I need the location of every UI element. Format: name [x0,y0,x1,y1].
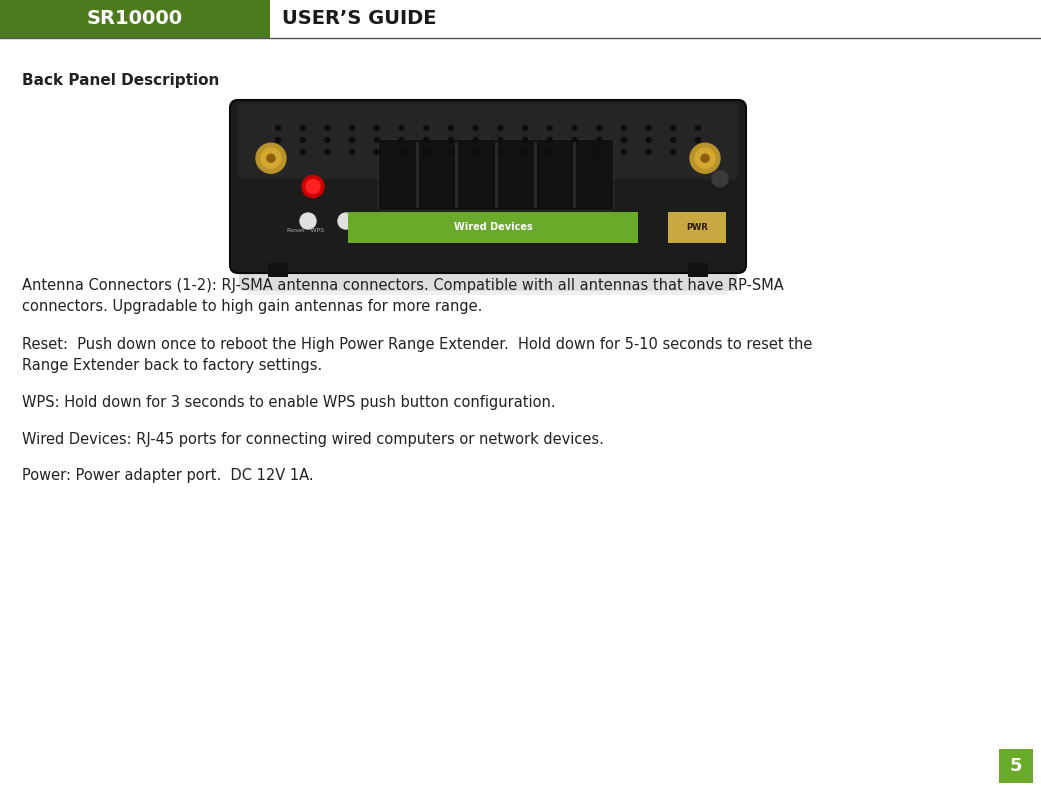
Text: WPS: Hold down for 3 seconds to enable WPS push button configuration.: WPS: Hold down for 3 seconds to enable W… [22,395,556,410]
Text: Back Panel Description: Back Panel Description [22,74,220,89]
Circle shape [399,126,404,131]
Circle shape [695,126,701,131]
Text: Wired Devices: Wired Devices [454,222,532,233]
Circle shape [695,149,701,154]
Text: 5: 5 [1010,757,1022,775]
Circle shape [256,143,286,173]
Text: Reset:  Push down once to reboot the High Power Range Extender.  Hold down for 5: Reset: Push down once to reboot the High… [22,337,812,373]
Circle shape [261,148,281,168]
Circle shape [572,149,577,154]
Circle shape [375,138,379,142]
Circle shape [375,149,379,154]
Bar [378,139,613,210]
Circle shape [646,149,651,154]
Bar [999,749,1033,783]
Circle shape [572,138,577,142]
Text: Reset   WPS: Reset WPS [287,228,325,233]
Circle shape [690,143,720,173]
Circle shape [498,149,503,154]
Circle shape [399,138,404,142]
Circle shape [276,149,280,154]
FancyBboxPatch shape [238,103,738,179]
Circle shape [300,149,305,154]
Circle shape [548,149,553,154]
Circle shape [596,126,602,131]
Circle shape [523,138,528,142]
Circle shape [276,138,280,142]
Circle shape [302,176,324,198]
Circle shape [424,149,429,154]
Bar [668,212,726,243]
Bar [0,0,270,38]
Circle shape [474,149,478,154]
FancyBboxPatch shape [230,100,746,273]
Text: PWR: PWR [686,223,708,232]
Circle shape [266,154,275,162]
Bar [348,212,638,243]
Bar [268,263,288,277]
Circle shape [325,126,330,131]
Circle shape [695,148,715,168]
Circle shape [300,138,305,142]
Circle shape [350,126,355,131]
Circle shape [399,149,404,154]
Circle shape [498,126,503,131]
FancyBboxPatch shape [239,255,737,291]
Text: Power: Power adapter port.  DC 12V 1A.: Power: Power adapter port. DC 12V 1A. [22,468,313,483]
Text: USER’S GUIDE: USER’S GUIDE [282,9,436,28]
Circle shape [712,171,728,187]
Text: Wired Devices: RJ-45 ports for connecting wired computers or network devices.: Wired Devices: RJ-45 ports for connectin… [22,432,604,447]
Text: Antenna Connectors (1-2): RJ-SMA antenna connectors. Compatible with all antenna: Antenna Connectors (1-2): RJ-SMA antenna… [22,278,784,314]
Circle shape [695,138,701,142]
Circle shape [338,213,354,229]
Circle shape [449,138,454,142]
Text: SR10000: SR10000 [87,9,183,28]
Circle shape [350,149,355,154]
Circle shape [621,138,627,142]
Circle shape [548,126,553,131]
Circle shape [375,126,379,131]
Circle shape [474,126,478,131]
Circle shape [300,126,305,131]
Circle shape [325,138,330,142]
Circle shape [300,213,316,229]
Circle shape [670,138,676,142]
Bar [688,263,708,277]
Circle shape [670,126,676,131]
Circle shape [621,126,627,131]
Circle shape [646,138,651,142]
Bar [248,275,728,295]
Circle shape [306,180,320,194]
Circle shape [449,126,454,131]
Circle shape [474,138,478,142]
Circle shape [449,149,454,154]
Circle shape [646,126,651,131]
Circle shape [523,149,528,154]
Circle shape [498,138,503,142]
Circle shape [596,149,602,154]
Circle shape [548,138,553,142]
Circle shape [276,126,280,131]
Circle shape [523,126,528,131]
Circle shape [701,154,709,162]
Circle shape [596,138,602,142]
Circle shape [424,126,429,131]
Circle shape [424,138,429,142]
Circle shape [572,126,577,131]
Circle shape [325,149,330,154]
Circle shape [670,149,676,154]
Circle shape [621,149,627,154]
Circle shape [350,138,355,142]
